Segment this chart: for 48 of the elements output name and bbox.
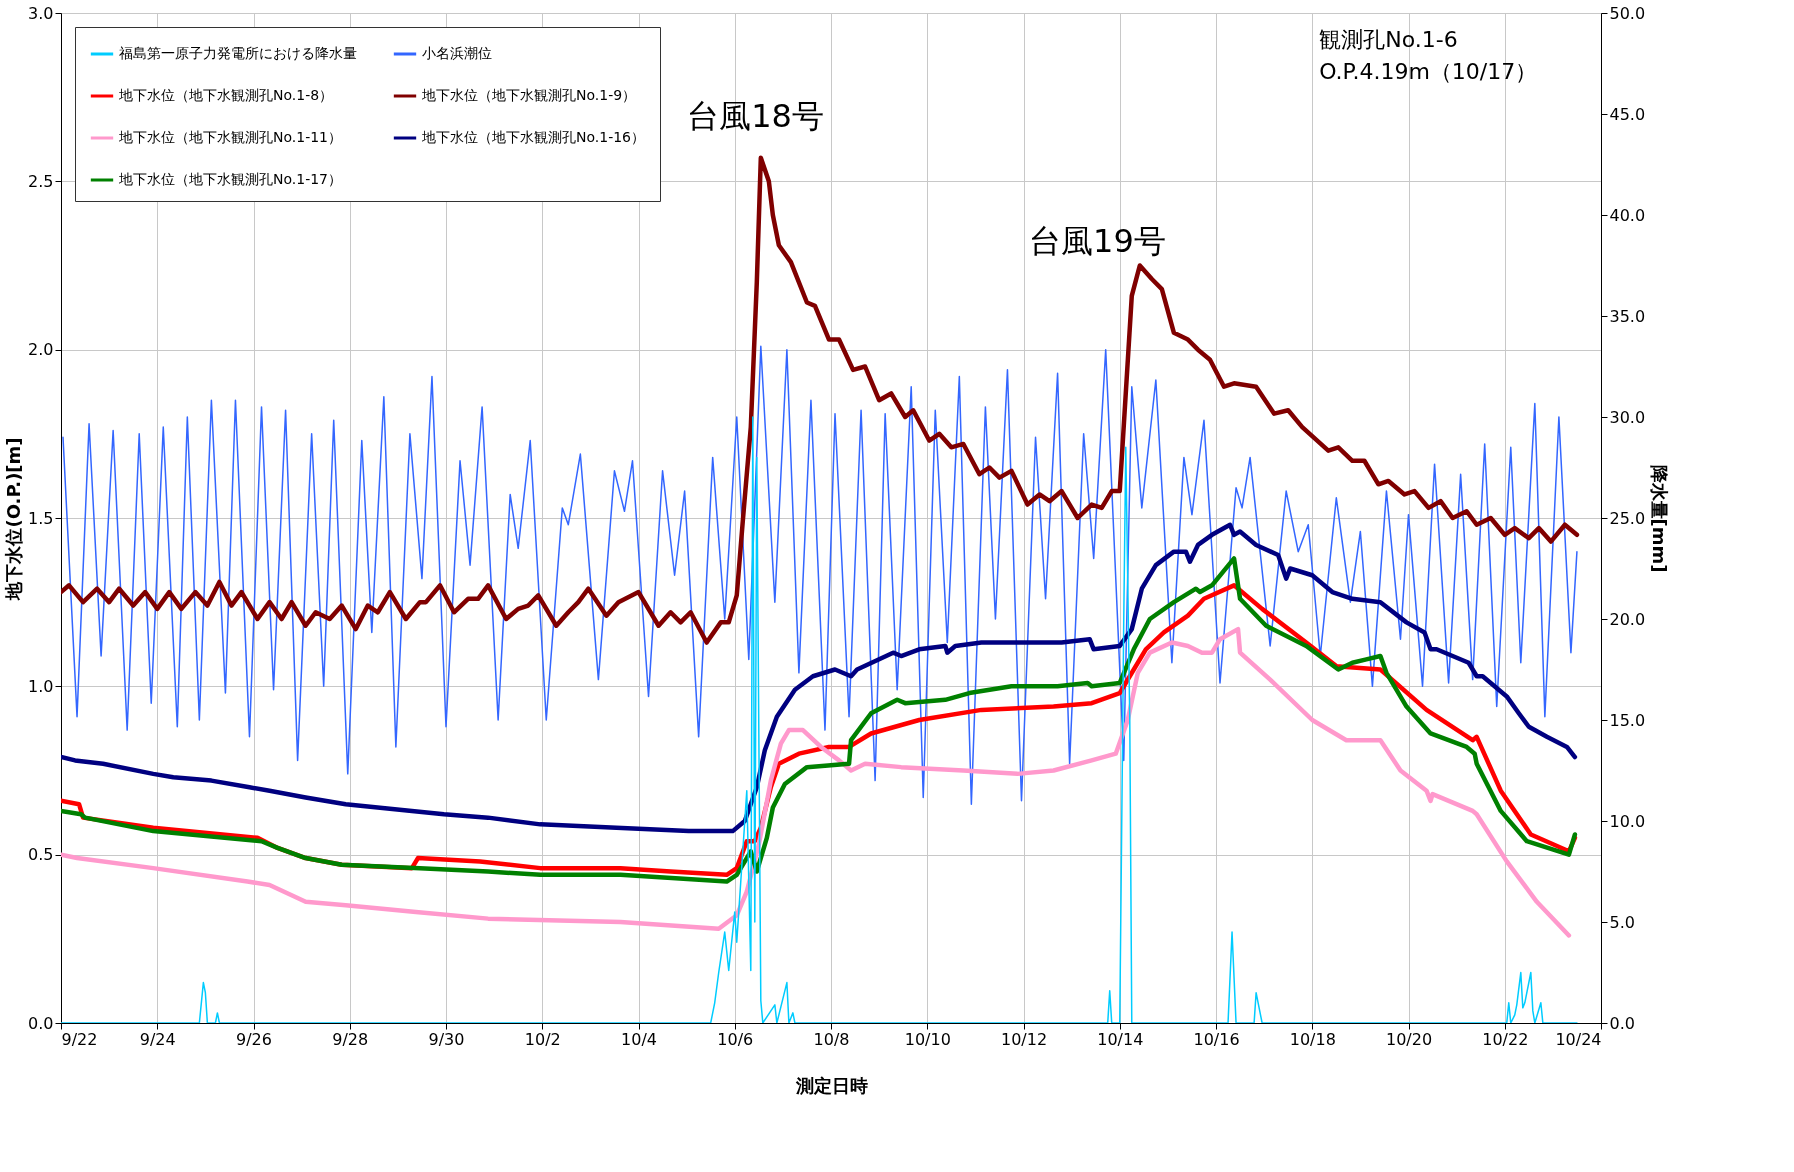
y-tick-label: 1.5	[28, 508, 54, 528]
y2-tick-label: 15.0	[1609, 710, 1646, 730]
x-tick-label: 10/20	[1385, 1029, 1433, 1049]
x-tick-label: 9/24	[139, 1029, 176, 1049]
y2-tick-label: 50.0	[1609, 3, 1646, 23]
x-tick-label: 10/10	[904, 1029, 951, 1049]
x-tick-label: 9/22	[61, 1029, 98, 1049]
x-axis-title: 測定日時	[794, 1074, 868, 1096]
y2-tick-label: 10.0	[1609, 811, 1646, 831]
y-tick-label: 2.0	[28, 340, 54, 360]
y-axis-title: 地下水位(O.P.)[m]	[3, 437, 25, 601]
annotation: 台風19号	[1029, 222, 1166, 261]
annotation: 観測孔No.1-6 O.P.4.19m（10/17）	[1319, 27, 1538, 85]
legend-label: 地下水位（地下水観測孔No.1-11）	[118, 129, 343, 145]
x-tick-label: 10/2	[524, 1029, 561, 1049]
y2-tick-label: 0.0	[1609, 1013, 1635, 1033]
x-tick-label: 10/24	[1555, 1029, 1602, 1049]
x-tick-label: 10/14	[1097, 1029, 1144, 1049]
y-tick-label: 3.0	[28, 3, 54, 23]
y-tick-label: 2.5	[28, 171, 54, 191]
y2-tick-label: 5.0	[1609, 912, 1635, 932]
x-tick-label: 9/26	[236, 1029, 272, 1049]
y-tick-label: 0.5	[28, 845, 54, 865]
x-tick-label: 10/6	[717, 1029, 754, 1049]
x-tick-label: 10/4	[621, 1029, 657, 1049]
y-tick-label: 1.0	[28, 676, 54, 696]
legend-label: 地下水位（地下水観測孔No.1-16）	[421, 129, 646, 145]
y2-tick-label: 35.0	[1609, 306, 1646, 326]
y2-tick-label: 25.0	[1609, 508, 1646, 528]
legend-label: 小名浜潮位	[422, 45, 492, 61]
legend-label: 地下水位（地下水観測孔No.1-17）	[118, 171, 343, 187]
y2-tick-label: 45.0	[1609, 104, 1646, 124]
x-tick-label: 9/30	[428, 1029, 465, 1049]
y2-axis-title: 降水量[mm]	[1649, 464, 1671, 573]
x-tick-label: 9/28	[332, 1029, 369, 1049]
x-tick-label: 10/18	[1289, 1029, 1336, 1049]
annotation: 台風18号	[687, 96, 824, 135]
x-tick-label: 10/12	[1000, 1029, 1048, 1049]
legend-label: 地下水位（地下水観測孔No.1-8）	[118, 87, 334, 103]
legend-label: 地下水位（地下水観測孔No.1-9）	[421, 87, 637, 103]
y2-tick-label: 40.0	[1609, 205, 1646, 225]
y-tick-label: 0.0	[28, 1013, 54, 1033]
x-tick-label: 10/8	[813, 1029, 850, 1049]
y2-tick-label: 20.0	[1609, 609, 1646, 629]
x-tick-label: 10/16	[1193, 1029, 1240, 1049]
x-tick-label: 10/22	[1482, 1029, 1529, 1049]
legend-label: 福島第一原子力発電所における降水量	[119, 45, 357, 61]
y2-tick-label: 30.0	[1609, 407, 1646, 427]
